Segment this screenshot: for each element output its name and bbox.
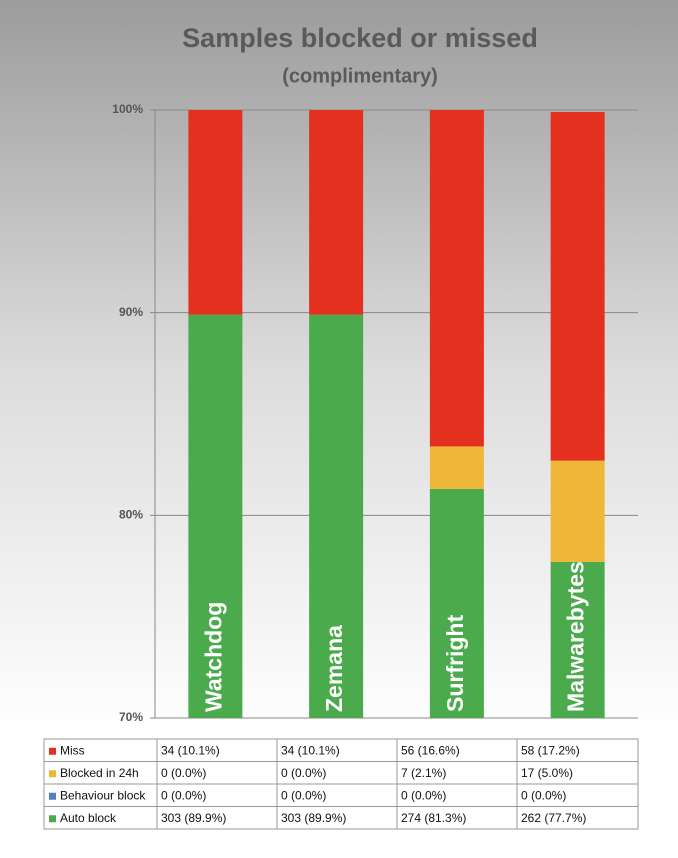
bar-label: Malwarebytes	[563, 561, 589, 712]
y-tick-label: 90%	[119, 305, 143, 319]
table-value: 0 (0.0%)	[161, 788, 206, 802]
y-tick-label: 80%	[119, 508, 143, 522]
bar-segment	[429, 110, 484, 447]
table-value: 303 (89.9%)	[281, 811, 346, 825]
bar-label: Surfright	[442, 615, 468, 712]
bar-segment	[309, 110, 364, 315]
chart-title: Samples blocked or missed	[182, 23, 538, 53]
legend-swatch	[49, 747, 56, 755]
table-value: 34 (10.1%)	[161, 743, 220, 757]
bar-label: Zemana	[321, 625, 347, 712]
table-value: 17 (5.0%)	[521, 766, 573, 780]
legend-swatch	[49, 815, 56, 823]
y-tick-label: 100%	[112, 102, 143, 116]
table-value: 0 (0.0%)	[161, 766, 206, 780]
table-value: 7 (2.1%)	[401, 766, 446, 780]
table-value: 0 (0.0%)	[401, 788, 446, 802]
table-value: 34 (10.1%)	[281, 743, 340, 757]
table-value: 262 (77.7%)	[521, 811, 586, 825]
legend-label: Miss	[60, 743, 85, 757]
y-tick-label: 70%	[119, 710, 143, 724]
legend-swatch	[49, 770, 56, 778]
table-value: 56 (16.6%)	[401, 743, 460, 757]
bar-segment	[188, 110, 243, 315]
bar-segment	[550, 561, 605, 718]
table-value: 0 (0.0%)	[281, 766, 326, 780]
bar-segment	[188, 314, 243, 718]
table-value: 0 (0.0%)	[281, 788, 326, 802]
bar-segment	[550, 112, 605, 461]
legend-swatch	[49, 792, 56, 800]
legend-label: Behaviour block	[60, 788, 146, 802]
bar-segment	[309, 314, 364, 718]
bar-label: Watchdog	[200, 602, 226, 712]
chart-subtitle: (complimentary)	[282, 65, 438, 87]
bar-segment	[429, 446, 484, 489]
table-value: 58 (17.2%)	[521, 743, 580, 757]
bar-segment	[429, 488, 484, 718]
table-value: 303 (89.9%)	[161, 811, 226, 825]
legend-label: Auto block	[60, 811, 117, 825]
table-value: 0 (0.0%)	[521, 788, 566, 802]
table-value: 274 (81.3%)	[401, 811, 466, 825]
legend-label: Blocked in 24h	[60, 766, 139, 780]
bar-segment	[550, 460, 605, 562]
